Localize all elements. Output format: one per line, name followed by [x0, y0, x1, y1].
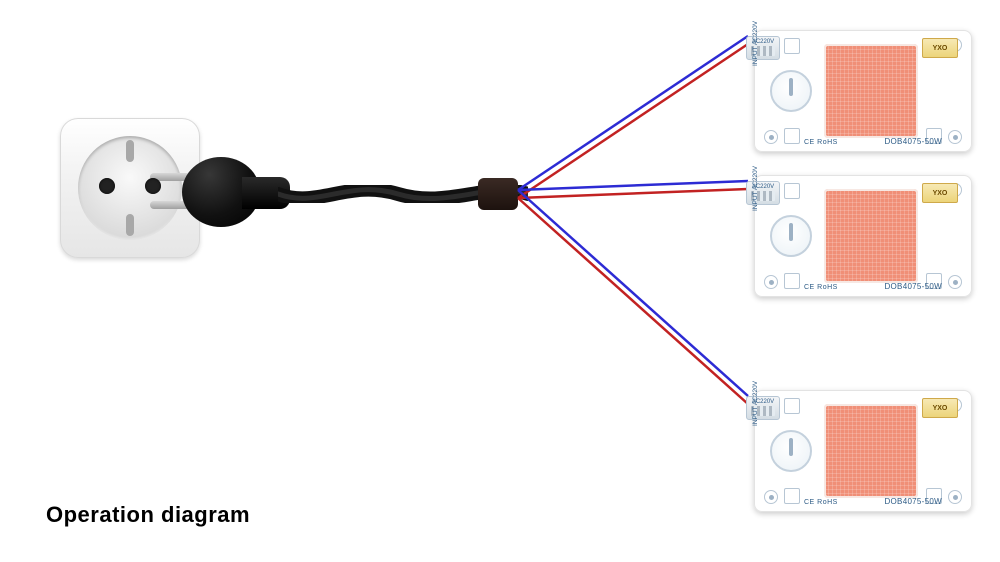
solder-pad-icon [784, 273, 800, 289]
solder-pad-icon [784, 183, 800, 199]
diagram-title: Operation diagram [46, 502, 250, 528]
cob-led-die [824, 189, 918, 283]
cert-label: CE RoHS [804, 499, 838, 506]
mount-hole-icon [948, 490, 962, 504]
solder-pad-icon [784, 488, 800, 504]
wires-module-3 [518, 190, 748, 404]
socket-hole-right [145, 178, 161, 194]
model-number-label: DOB4075-50W [884, 497, 942, 506]
input-voltage-label: INPUT AC220V [752, 416, 759, 426]
brand-label: YXO [922, 38, 958, 58]
solder-pad-icon [784, 398, 800, 414]
cob-led-die [824, 44, 918, 138]
wire-fanout [518, 0, 758, 562]
led-module-2: AC220V INPUT AC220V YXO CE RoHS DOB4075-… [754, 175, 972, 297]
driver-ic-icon [770, 70, 812, 112]
model-number-label: DOB4075-50W [884, 282, 942, 291]
model-number-label: DOB4075-50W [884, 137, 942, 146]
operation-diagram-canvas: AC220V INPUT AC220V YXO CE RoHS DOB4075-… [0, 0, 1000, 562]
wires-module-2 [518, 181, 748, 198]
led-module-3: AC220V INPUT AC220V YXO CE RoHS DOB4075-… [754, 390, 972, 512]
driver-ic-icon [770, 430, 812, 472]
mount-hole-icon [764, 275, 778, 289]
cert-label: CE RoHS [804, 284, 838, 291]
led-module-1: AC220V INPUT AC220V YXO CE RoHS DOB4075-… [754, 30, 972, 152]
wires-module-1 [518, 36, 748, 198]
socket-pin-holes [95, 178, 165, 198]
power-plug-assembly [150, 155, 530, 235]
cert-label: CE RoHS [804, 139, 838, 146]
mount-hole-icon [764, 490, 778, 504]
input-voltage-label: INPUT AC220V [752, 56, 759, 66]
socket-earth-clip-top [126, 140, 134, 162]
socket-hole-left [99, 178, 115, 194]
mount-hole-icon [764, 130, 778, 144]
cable-junction-block [478, 178, 518, 210]
solder-pad-icon [784, 38, 800, 54]
brand-label: YXO [922, 183, 958, 203]
socket-earth-clip-bottom [126, 214, 134, 236]
mount-hole-icon [948, 130, 962, 144]
brand-label: YXO [922, 398, 958, 418]
cob-led-die [824, 404, 918, 498]
solder-pad-icon [784, 128, 800, 144]
mount-hole-icon [948, 275, 962, 289]
input-voltage-label: INPUT AC220V [752, 201, 759, 211]
driver-ic-icon [770, 215, 812, 257]
